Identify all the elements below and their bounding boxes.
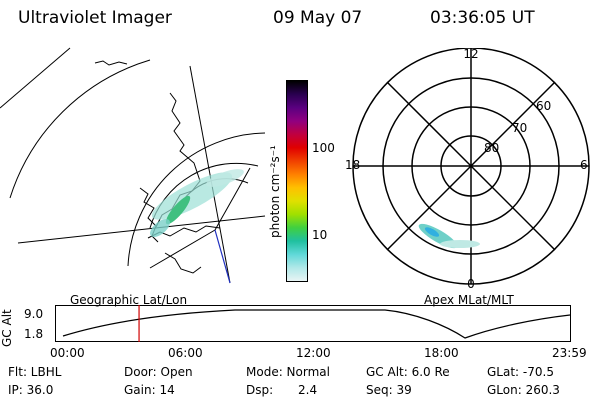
date-label: 09 May 07 — [273, 8, 363, 28]
meridian-5 — [149, 229, 216, 269]
info-dsp-value: 2.4 — [298, 383, 318, 397]
meridian-4 — [214, 167, 251, 231]
time-tick-0000: 00:00 — [50, 346, 85, 360]
apex-caption: Apex MLat/MLT — [424, 293, 514, 307]
info-ip: IP: 36.0 — [8, 383, 54, 397]
aurora-emission-polar — [418, 223, 480, 249]
altitude-tick-9: 9.0 — [24, 307, 44, 321]
lat-circle-outer — [9, 59, 151, 199]
geographic-caption: Geographic Lat/Lon — [70, 293, 188, 307]
geographic-map — [0, 47, 266, 284]
info-mode: Mode: Normal — [246, 365, 330, 379]
polar-mlt-plot: 12 18 6 0 60 70 80 — [345, 48, 590, 291]
time-label: 03:36:05 UT — [430, 8, 535, 28]
colorbar-unit-label: photon cm⁻²s⁻¹ — [268, 145, 282, 238]
time-tick-0600: 06:00 — [168, 346, 203, 360]
lat-circle-mid — [127, 132, 266, 267]
meridian-2 — [189, 65, 231, 284]
lat-label-60: 60 — [536, 99, 551, 113]
info-glon: GLon: 260.3 — [487, 383, 560, 397]
altitude-plot — [55, 305, 571, 342]
info-glat: GLat: -70.5 — [487, 365, 554, 379]
meridian-3 — [0, 47, 71, 109]
colorbar-tick-10: 10 — [312, 228, 328, 242]
info-flt: Flt: LBHL — [8, 365, 62, 379]
mlt-label-18: 18 — [345, 158, 360, 172]
altitude-curve — [62, 309, 571, 339]
mlt-label-12: 12 — [463, 48, 478, 61]
info-seq: Seq: 39 — [366, 383, 412, 397]
altitude-axis-title: GC Alt — [0, 309, 14, 347]
meridian-1 — [17, 215, 266, 244]
colorbar — [286, 80, 308, 282]
mlt-label-0: 0 — [467, 277, 475, 291]
colorbar-tick-100: 100 — [312, 141, 335, 155]
mlt-label-6: 6 — [580, 158, 588, 172]
altitude-tick-1-8: 1.8 — [24, 327, 44, 341]
aurora-emission-geo — [150, 169, 244, 237]
terminator-line — [214, 229, 231, 284]
time-tick-1800: 18:00 — [424, 346, 459, 360]
info-gain: Gain: 14 — [124, 383, 175, 397]
info-gcalt: GC Alt: 6.0 Re — [366, 365, 450, 379]
time-tick-2359: 23:59 — [552, 346, 587, 360]
time-tick-1200: 12:00 — [296, 346, 331, 360]
info-door: Door: Open — [124, 365, 193, 379]
instrument-title: Ultraviolet Imager — [18, 8, 172, 28]
lat-label-70: 70 — [512, 121, 527, 135]
lat-label-80: 80 — [484, 141, 499, 155]
info-dsp-label: Dsp: — [246, 383, 274, 397]
